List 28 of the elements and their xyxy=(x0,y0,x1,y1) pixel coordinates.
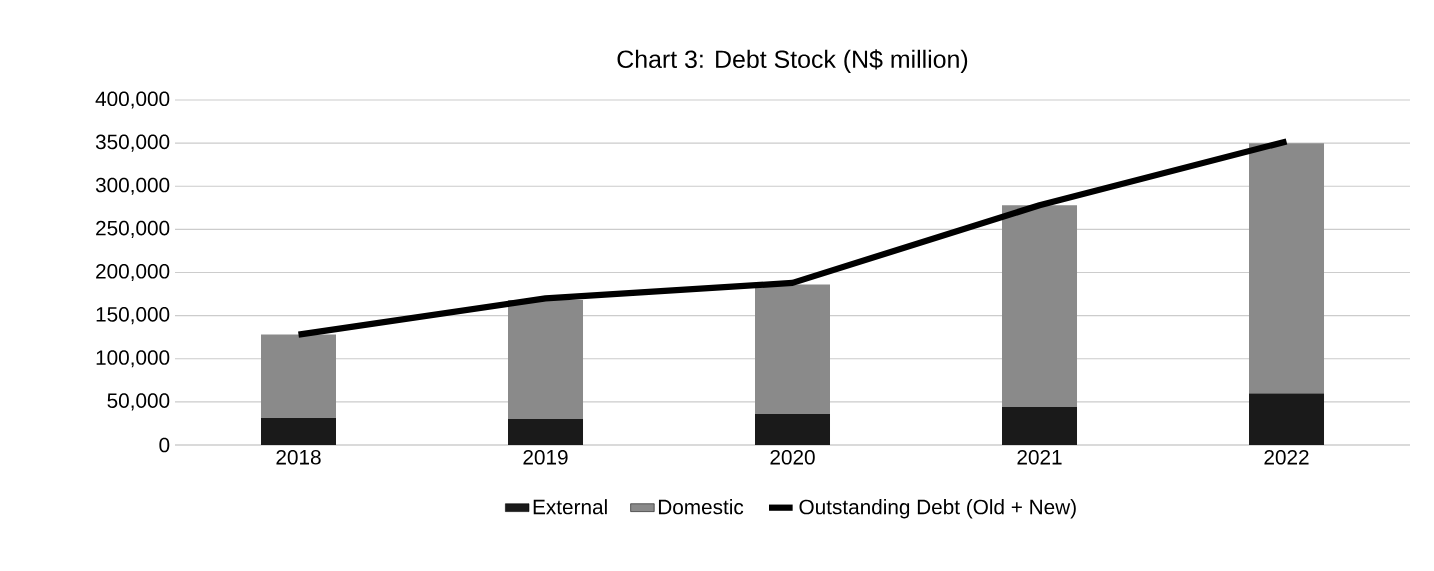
y-tick-label: 400,000 xyxy=(95,91,170,109)
y-tick-label: 200,000 xyxy=(96,263,170,282)
y-tick-label: 150,000 xyxy=(96,307,170,325)
legend-label: Domestic xyxy=(658,499,744,515)
legend-label: External xyxy=(533,499,607,515)
bar xyxy=(1002,205,1078,408)
bar xyxy=(755,413,831,445)
x-tick-label: 2018 xyxy=(276,449,321,465)
y-tick-label: 0 xyxy=(159,437,170,453)
x-tick-label: 2021 xyxy=(1017,449,1062,465)
x-tick-label: 2022 xyxy=(1264,449,1309,465)
x-tick-label: 2019 xyxy=(523,449,568,465)
chart-title: Chart 3: Debt Stock (N$ million) xyxy=(617,49,968,73)
y-tick-label: 250,000 xyxy=(96,220,170,238)
bar xyxy=(261,334,336,418)
y-tick-label: 100,000 xyxy=(96,350,170,368)
y-tick-label: 350,000 xyxy=(95,134,170,152)
x-tick-label: 2020 xyxy=(770,449,815,465)
bar xyxy=(1249,393,1325,445)
y-tick-label: 50,000 xyxy=(107,393,170,411)
bar xyxy=(508,300,584,420)
legend-label: Outstanding Debt (Old + New) xyxy=(799,499,1076,519)
bar xyxy=(1249,143,1325,394)
bar xyxy=(508,419,584,445)
bar xyxy=(1002,407,1078,445)
bar xyxy=(261,417,336,445)
y-tick-label: 300,000 xyxy=(95,177,170,195)
bar xyxy=(755,284,831,414)
